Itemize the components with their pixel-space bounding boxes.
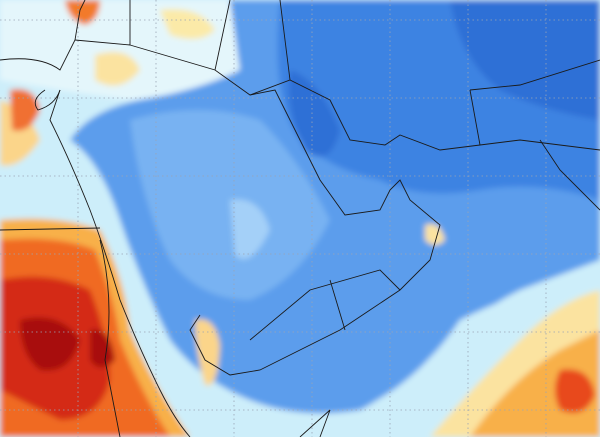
coastline — [299, 409, 331, 437]
coastline — [249, 79, 600, 151]
light-blue-patch — [230, 199, 270, 260]
border — [0, 227, 101, 231]
coastline — [129, 44, 441, 376]
dark-red-patch — [90, 329, 115, 368]
orange-patch — [65, 0, 100, 25]
coastline — [0, 0, 86, 71]
coastline — [34, 89, 61, 111]
light-blue-field — [130, 110, 330, 300]
coastline — [49, 89, 191, 437]
border — [99, 239, 121, 437]
darker-blue-field — [450, 0, 600, 120]
yellow-patch — [95, 52, 140, 86]
red-patch — [555, 369, 595, 413]
border — [249, 269, 401, 341]
dark-red-patch — [20, 317, 80, 371]
yellow-patch — [195, 319, 220, 386]
darker-blue-patch — [289, 70, 340, 157]
orange-patch — [10, 89, 40, 131]
yellow-patch — [425, 224, 445, 245]
yellow-patch — [0, 100, 40, 166]
border — [74, 0, 231, 71]
yellow-patch — [160, 9, 215, 39]
border — [279, 0, 600, 211]
